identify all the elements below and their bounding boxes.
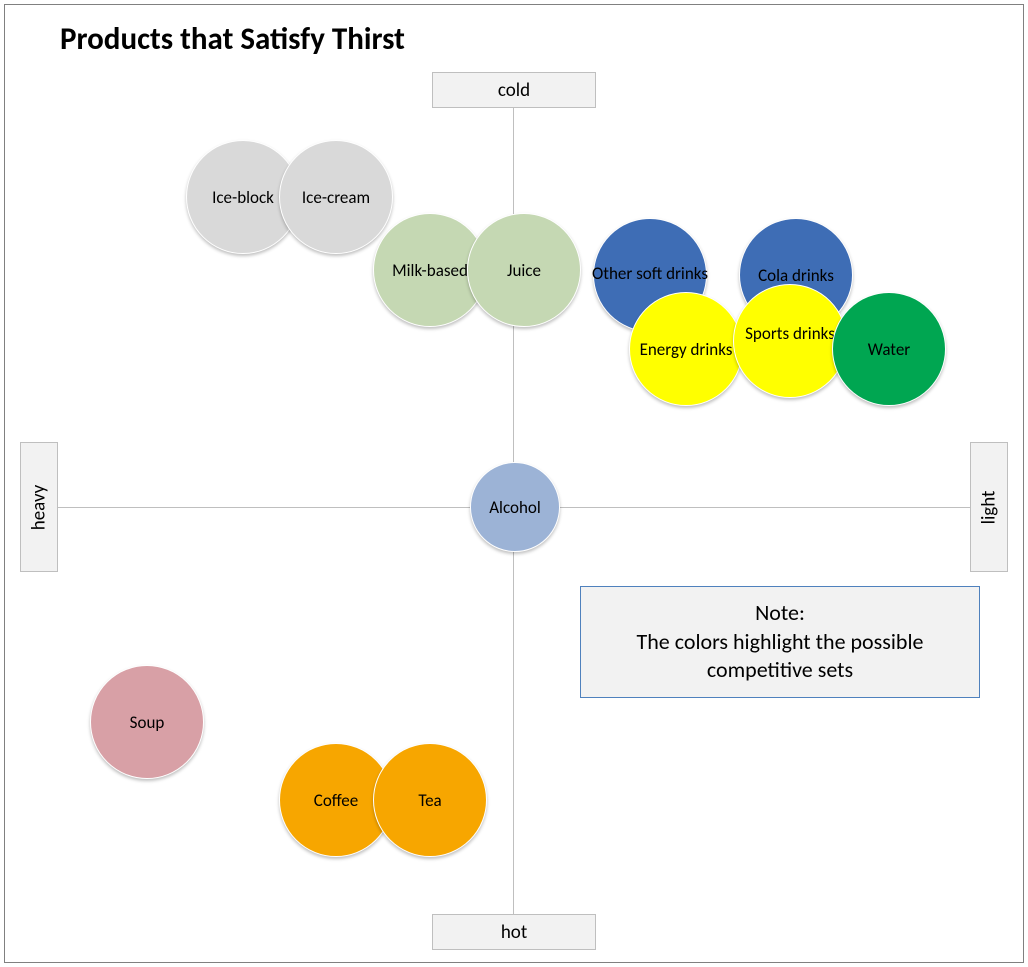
bubble-label: Juice: [507, 260, 541, 281]
bubble-label: Soup: [130, 712, 165, 733]
bubble-label: Other soft drinks: [592, 263, 708, 284]
note-title: Note:: [755, 599, 805, 628]
bubble-label: Cola drinks: [758, 265, 834, 286]
bubble-alcohol: Alcohol: [470, 462, 560, 552]
bubble-label: Ice-block: [212, 187, 274, 208]
axis-label-right: light: [970, 442, 1008, 572]
axis-label-bottom-text: hot: [501, 921, 527, 944]
bubble-label: Sports drinks: [745, 323, 835, 344]
bubble-label: Alcohol: [489, 497, 541, 518]
page-title: Products that Satisfy Thirst: [60, 20, 405, 58]
note-body: The colors highlight the possible compet…: [591, 628, 969, 685]
axis-label-top: cold: [432, 72, 596, 108]
bubble-label: Energy drinks: [640, 339, 733, 360]
bubble-energy: Energy drinks: [629, 292, 743, 406]
bubble-label: Ice-cream: [302, 187, 370, 208]
bubble-tea: Tea: [373, 743, 487, 857]
axis-label-left-text: heavy: [28, 484, 51, 530]
note-box: Note: The colors highlight the possible …: [580, 586, 980, 698]
axis-label-right-text: light: [978, 490, 1001, 524]
bubble-juice: Juice: [467, 213, 581, 327]
bubble-water: Water: [832, 292, 946, 406]
axis-label-left: heavy: [20, 442, 58, 572]
bubble-sports: Sports drinks: [733, 284, 847, 398]
axis-label-top-text: cold: [498, 79, 530, 102]
bubble-label: Water: [868, 339, 910, 360]
bubble-label: Tea: [418, 790, 441, 811]
bubble-ice-cream: Ice-cream: [279, 140, 393, 254]
bubble-soup: Soup: [90, 665, 204, 779]
axis-label-bottom: hot: [432, 914, 596, 950]
bubble-label: Coffee: [314, 790, 358, 811]
bubble-label: Milk-based: [392, 260, 468, 281]
